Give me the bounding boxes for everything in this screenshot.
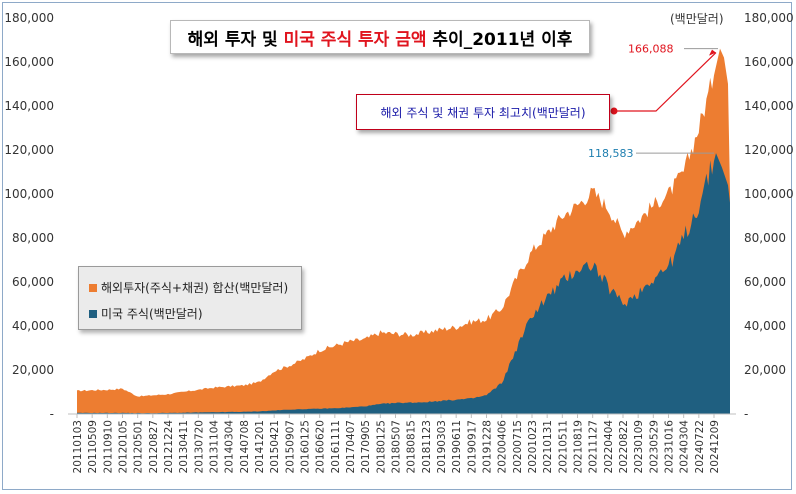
x-tick-label: 20230529 [648,420,660,473]
x-tick-label: 20210131 [542,420,554,473]
x-tick-label: 20161111 [330,420,342,473]
x-tick-label: 20241209 [709,420,721,473]
y-tick-label-left: - [50,407,54,421]
x-tick-label: 20240722 [694,420,706,473]
x-tick-label: 20170407 [345,420,357,473]
y-tick-label-right: - [744,407,748,421]
x-tick-label: 20141201 [254,420,266,473]
x-tick-label: 20131104 [209,420,221,474]
y-tick-label-left: 40,000 [12,319,54,333]
x-tick-label: 20200715 [512,420,524,473]
legend-item-total: 해외투자(주식+채권) 합산(백만달러) [89,279,288,296]
legend-swatch-total [89,283,97,292]
callout-arrowhead [709,49,716,56]
x-tick-label: 20180125 [375,420,387,473]
chart-legend: 해외투자(주식+채권) 합산(백만달러) 미국 주식(백만달러) [78,266,302,330]
y-tick-label-right: 160,000 [744,55,794,69]
x-tick-label: 20191228 [482,420,494,473]
y-tick-label-right: 80,000 [744,231,786,245]
y-tick-label-right: 40,000 [744,319,786,333]
x-tick-label: 20211127 [588,420,600,473]
x-tick-label: 20110509 [87,420,99,473]
unit-label: (백만달러) [670,12,724,26]
y-tick-label-left: 140,000 [4,99,54,113]
x-tick-label: 20110103 [72,420,84,473]
x-tick-label: 20160125 [300,420,312,473]
x-tick-label: 20181123 [421,420,433,473]
x-tick-label: 20130720 [193,420,205,473]
x-tick-label: 20150421 [269,420,281,473]
callout-pointer-line [614,52,717,112]
y-tick-label-left: 20,000 [12,363,54,377]
x-tick-label: 20210819 [573,420,585,473]
title-part-1: 해외 투자 및 [187,29,278,50]
y-tick-label-left: 160,000 [4,55,54,69]
x-tick-label: 20190303 [436,420,448,473]
x-tick-label: 20160620 [315,420,327,473]
y-tick-label-left: 80,000 [12,231,54,245]
x-tick-label: 20150907 [284,420,296,473]
y-tick-label-left: 60,000 [12,275,54,289]
x-tick-label: 20240304 [679,420,691,474]
legend-item-us: 미국 주식(백만달러) [89,305,203,322]
title-part-2-highlight: 미국 주식 투자 금액 [283,29,427,50]
x-tick-label: 20110910 [102,420,114,473]
x-tick-label: 20190917 [466,420,478,473]
chart-title: 해외 투자 및 미국 주식 투자 금액 추이_2011년 이후 [170,20,590,54]
x-tick-label: 20230109 [633,420,645,473]
title-part-3: 추이_2011년 이후 [432,29,573,50]
legend-label-total: 해외투자(주식+채권) 합산(백만달러) [101,281,289,295]
x-tick-label: 20180815 [406,420,418,473]
y-tick-label-left: 100,000 [4,187,54,201]
x-tick-label: 20170905 [360,420,372,473]
x-tick-label: 20120501 [133,420,145,473]
x-tick-label: 20120105 [118,420,130,473]
x-tick-label: 20140304 [224,420,236,474]
y-tick-label-right: 120,000 [744,143,794,157]
y-tick-label-left: 180,000 [4,11,54,25]
x-tick-label: 20201023 [527,420,539,473]
x-tick-label: 20130411 [178,420,190,473]
y-tick-label-right: 60,000 [744,275,786,289]
legend-label-us: 미국 주식(백만달러) [101,307,203,321]
peak-callout-box: 해외 주식 및 채권 투자 최고치(백만달러) [356,94,610,130]
peak-us-label: 118,583 [588,147,634,160]
legend-swatch-us [89,309,97,318]
x-tick-label: 20231016 [664,420,676,474]
x-tick-label: 20120827 [148,420,160,473]
x-tick-label: 20200406 [497,420,509,474]
y-tick-label-right: 180,000 [744,11,794,25]
x-tick-label: 20220822 [618,420,630,473]
x-tick-label: 20190611 [451,420,463,473]
y-tick-label-right: 100,000 [744,187,794,201]
x-tick-label: 20180507 [391,420,403,473]
y-tick-label-right: 140,000 [744,99,794,113]
x-tick-label: 20140708 [239,420,251,473]
series-us-area [77,153,730,414]
peak-total-label: 166,088 [628,43,674,56]
x-tick-label: 20210511 [557,420,569,473]
y-tick-label-right: 20,000 [744,363,786,377]
x-tick-label: 20121224 [163,420,175,474]
x-tick-label: 20220404 [603,420,615,474]
y-tick-label-left: 120,000 [4,143,54,157]
